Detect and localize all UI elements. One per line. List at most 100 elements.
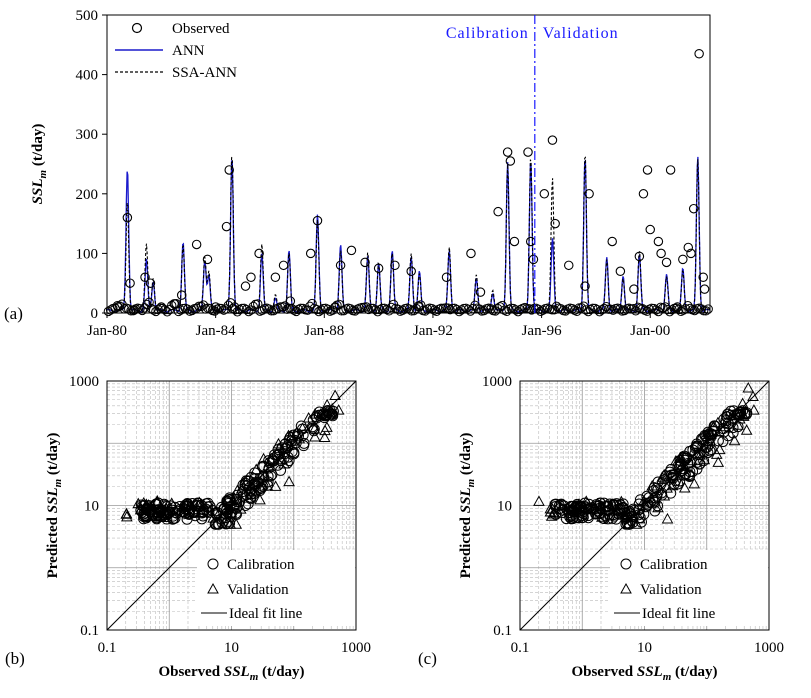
- observed-point: [443, 303, 453, 313]
- observed-point: [246, 272, 256, 282]
- observed-point: [253, 299, 263, 309]
- observed-point: [656, 248, 666, 259]
- observed-point: [361, 302, 372, 312]
- validation-point: [533, 495, 545, 506]
- observed-point: [502, 147, 513, 157]
- observed-point: [607, 236, 617, 247]
- observed-point: [524, 304, 535, 314]
- observed-point: [699, 284, 710, 294]
- observed-point: [662, 304, 673, 315]
- legend-observed-marker: [131, 22, 143, 34]
- validation-point: [545, 510, 558, 521]
- observed-point: [160, 305, 170, 315]
- validation-point: [262, 459, 275, 471]
- x-tick-label: 1000: [341, 640, 371, 656]
- legend-validation-marker: [620, 582, 632, 594]
- validation-period-label: Validation: [543, 25, 619, 42]
- validation-point: [296, 422, 309, 433]
- observed-point: [153, 304, 163, 315]
- calibration-point: [626, 511, 638, 523]
- calibration-point: [220, 508, 232, 520]
- observed-point: [637, 304, 648, 314]
- validation-point: [209, 505, 222, 517]
- calibration-point: [682, 458, 694, 470]
- ylabel-unit: (t/day): [30, 124, 46, 170]
- xlabel-main: Observed: [571, 664, 636, 680]
- validation-point: [712, 456, 725, 467]
- validation-point: [615, 495, 628, 507]
- validation-point: [694, 449, 706, 460]
- x-tick-label: Jan-80: [87, 323, 127, 339]
- observed-point: [703, 304, 713, 314]
- validation-point: [566, 503, 579, 514]
- validation-point: [670, 454, 682, 466]
- y-tick-label: 10: [497, 499, 512, 515]
- legend-calibration-label: Calibration: [640, 557, 708, 573]
- observed-point: [653, 236, 664, 247]
- ssa-ann-series: [106, 156, 711, 312]
- timeseries-y-axis-label: SSLm (t/day): [30, 124, 49, 205]
- validation-point: [184, 499, 196, 511]
- scatter-legend: Calibration Validation Ideal fit line: [197, 550, 355, 626]
- observed-point: [528, 254, 539, 265]
- observed-point: [285, 296, 296, 306]
- observed-point: [493, 206, 503, 217]
- observed-point: [436, 303, 446, 314]
- validation-point: [160, 502, 172, 513]
- observed-point: [456, 305, 467, 315]
- scatter-y-axis-label: Predicted SSLm (t/day): [458, 433, 477, 579]
- validation-point: [740, 424, 753, 435]
- observed-point: [628, 303, 639, 314]
- x-tick-label: Jan-92: [413, 323, 453, 339]
- observed-point: [638, 189, 649, 199]
- observed-point: [406, 266, 416, 277]
- observed-point: [230, 305, 240, 315]
- validation-point: [140, 498, 153, 509]
- validation-point: [134, 503, 147, 515]
- observed-point: [164, 305, 175, 315]
- observed-point: [629, 284, 639, 294]
- observed-point: [273, 303, 283, 313]
- calibration-point: [721, 411, 733, 423]
- validation-point: [658, 490, 671, 501]
- scatter-x-axis-label: Observed SSLm (t/day): [158, 664, 304, 683]
- observed-point: [608, 305, 618, 315]
- timeseries-y-ticks: 0 100 200 300 400 500: [76, 8, 107, 322]
- validation-point: [321, 421, 333, 432]
- validation-point: [228, 491, 241, 503]
- observed-point: [370, 305, 381, 315]
- ann-line: [106, 156, 711, 313]
- ylabel-var: SSL: [45, 487, 61, 513]
- validation-point: [254, 493, 266, 505]
- validation-point: [622, 518, 635, 529]
- observed-point: [468, 303, 478, 314]
- validation-point: [713, 425, 725, 436]
- calibration-point: [242, 498, 254, 510]
- observed-point: [665, 165, 676, 175]
- observed-point: [382, 304, 392, 315]
- validation-point: [658, 472, 671, 484]
- observed-point: [538, 305, 548, 315]
- validation-point: [137, 497, 150, 508]
- validation-point: [630, 518, 643, 529]
- observed-point: [550, 218, 560, 229]
- calibration-point: [237, 479, 249, 491]
- x-tick-label: 1000: [754, 640, 784, 656]
- x-tick-label: Jan-88: [304, 323, 344, 339]
- observed-point: [686, 248, 696, 259]
- observed-point: [661, 257, 672, 268]
- observed-point: [651, 305, 661, 315]
- observed-point: [196, 301, 206, 312]
- y-tick-label: 1000: [482, 374, 512, 390]
- calibration-point: [727, 422, 739, 434]
- xlabel-unit: (t/day): [671, 664, 717, 680]
- observed-point: [683, 242, 694, 253]
- validation-point: [620, 511, 633, 522]
- observed-point: [397, 305, 408, 315]
- validation-point: [580, 495, 593, 506]
- validation-point: [674, 451, 687, 463]
- observed-point: [122, 212, 133, 223]
- observed-point: [479, 305, 489, 316]
- validation-point: [193, 496, 206, 507]
- observed-point: [334, 299, 344, 310]
